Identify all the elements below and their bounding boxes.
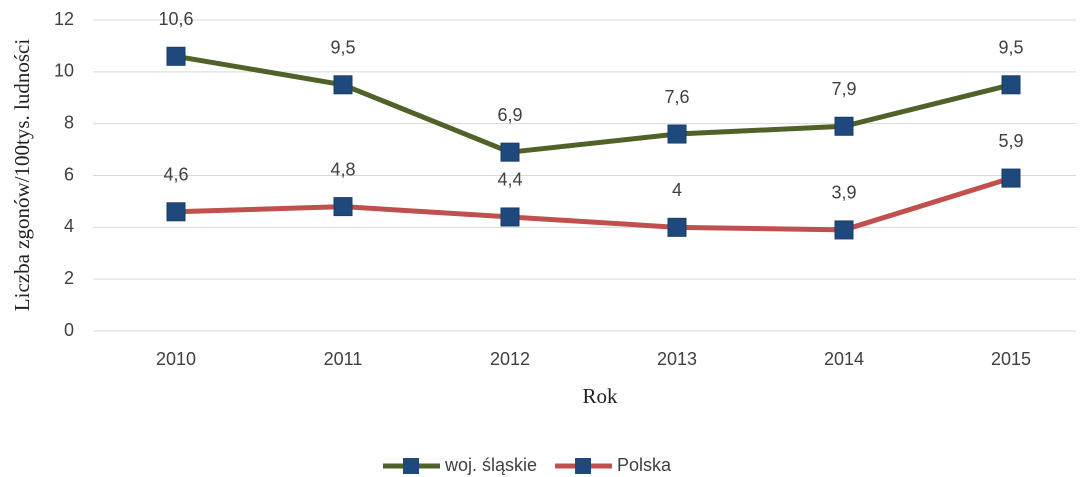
data-label: 6,9: [497, 105, 522, 125]
series-line: [175, 175, 1012, 233]
legend-marker: [575, 458, 592, 474]
y-tick-label: 8: [64, 112, 74, 132]
y-tick-label: 0: [64, 320, 74, 340]
x-tick-label: 2010: [156, 349, 196, 369]
data-label: 5,9: [998, 131, 1023, 151]
y-tick-label: 6: [64, 164, 74, 184]
marker: [1001, 168, 1021, 188]
data-label: 4,6: [163, 165, 188, 185]
x-tick-label: 2015: [991, 349, 1031, 369]
data-label: 4: [672, 180, 682, 200]
x-tick-label: 2013: [657, 349, 697, 369]
data-label: 3,9: [831, 183, 856, 203]
data-label: 7,9: [831, 79, 856, 99]
marker: [333, 75, 353, 95]
data-label: 4,8: [330, 159, 355, 179]
legend-marker: [403, 458, 419, 474]
marker: [834, 220, 854, 240]
legend-label: woj. śląskie: [444, 455, 537, 475]
marker: [333, 197, 353, 217]
marker: [667, 124, 687, 144]
y-axis-title: Liczba zgonów/100tys. ludności: [10, 39, 34, 312]
x-tick-label: 2012: [490, 349, 530, 369]
y-tick-label: 10: [54, 61, 74, 81]
x-axis-title: Rok: [582, 384, 618, 408]
y-tick-label: 12: [54, 9, 74, 29]
x-tick-label: 2011: [324, 349, 363, 369]
y-tick-label: 2: [64, 268, 74, 288]
x-tick-label: 2014: [824, 349, 864, 369]
marker: [667, 217, 687, 237]
legend-label: Polska: [617, 455, 672, 475]
data-label: 7,6: [664, 87, 689, 107]
series-line: [175, 53, 1012, 155]
marker: [834, 116, 854, 136]
data-label: 10,6: [158, 9, 193, 29]
y-tick-label: 4: [64, 216, 74, 236]
data-label: 9,5: [330, 38, 355, 58]
data-label: 4,4: [497, 170, 522, 190]
marker: [1001, 75, 1021, 95]
marker: [166, 46, 186, 66]
data-label: 9,5: [998, 38, 1023, 58]
marker: [166, 202, 186, 222]
marker: [500, 142, 520, 162]
marker: [500, 207, 520, 227]
